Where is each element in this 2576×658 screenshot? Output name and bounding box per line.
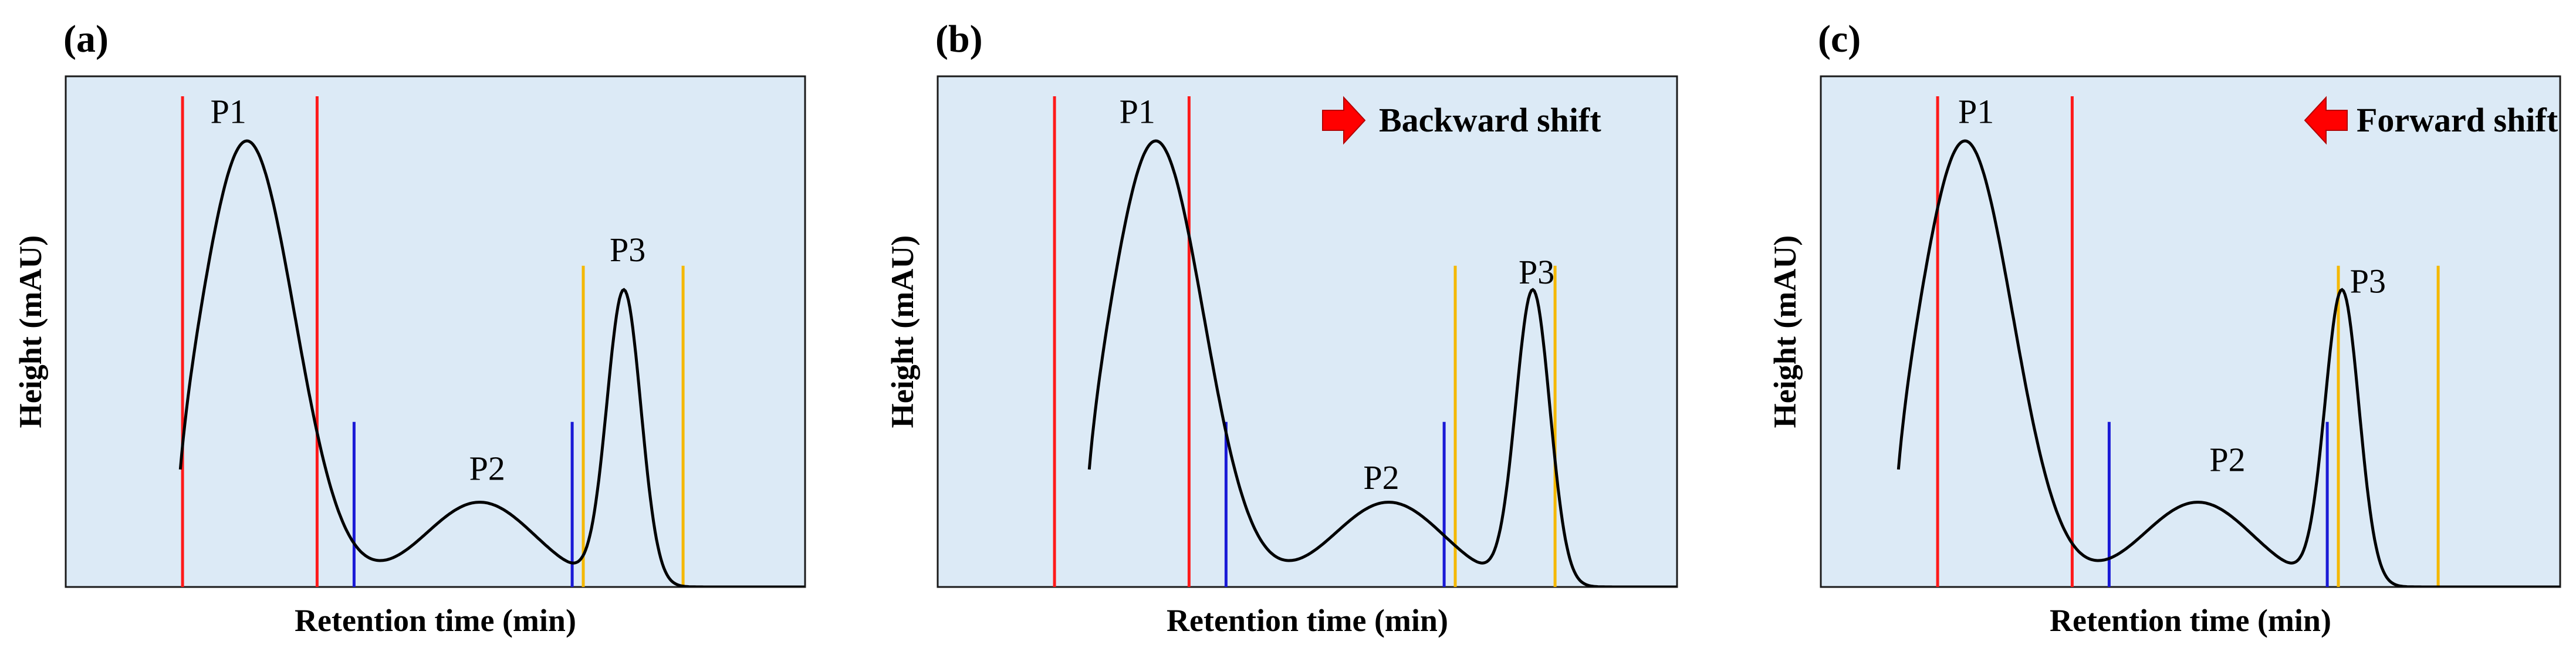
p1-peak-label: P1 (1958, 93, 1994, 131)
panel-label: (b) (935, 18, 983, 60)
y-axis-label: Height (mAU) (1767, 235, 1803, 428)
p2-peak-label: P2 (1363, 458, 1399, 497)
chart-b-svg: P1 P2 P3 (b) Retention time (min) Height (… (885, 18, 1678, 638)
chromatogram-line (1896, 139, 2560, 587)
chart-panel-a: P1 P2 P3 (a) Retention time (min) Height (… (0, 0, 857, 658)
chart-panel-b: P1 P2 P3 (b) Retention time (min) Height (… (874, 0, 1731, 658)
p3-peak-label: P3 (610, 231, 645, 269)
panel-label: (c) (1818, 18, 1861, 60)
chart-marks: P1 P2 P3 (1053, 93, 1676, 587)
shift-label: Backward shift (1379, 101, 1601, 139)
plot-area (1820, 75, 2561, 588)
p3-peak-label: P3 (1519, 253, 1554, 291)
y-axis-label: Height (mAU) (13, 235, 48, 428)
chart-marks: P1 P2 P3 (1896, 93, 2560, 587)
backward-shift-arrow-icon (1322, 96, 1366, 145)
p1-peak-label: P1 (1120, 93, 1155, 131)
chart-a-svg: P1 P2 P3 (a) Retention time (min) Height (… (13, 18, 806, 638)
plot-area (65, 75, 806, 588)
p3-peak-label: P3 (2350, 262, 2386, 300)
p2-peak-label: P2 (469, 450, 505, 488)
chromatogram-line (1087, 139, 1676, 587)
panel-label: (a) (63, 18, 109, 60)
shift-label: Forward shift (2357, 101, 2558, 139)
x-axis-label: Retention time (min) (295, 603, 576, 638)
forward-shift-arrow-icon (2304, 96, 2348, 145)
p2-peak-label: P2 (2209, 440, 2245, 478)
p1-peak-label: P1 (211, 93, 246, 131)
x-axis-label: Retention time (min) (2050, 603, 2331, 638)
x-axis-label: Retention time (min) (1167, 603, 1448, 638)
plot-area (937, 75, 1678, 588)
chart-c-svg: P1 P2 P3 (c) Retention time (min) Height (… (1767, 18, 2561, 638)
chart-marks: P1 P2 P3 (178, 93, 804, 587)
y-axis-label: Height (mAU) (885, 235, 920, 428)
chromatogram-line (178, 139, 804, 587)
chart-panel-c: P1 P2 P3 (c) Retention time (min) Height (… (1719, 0, 2576, 658)
